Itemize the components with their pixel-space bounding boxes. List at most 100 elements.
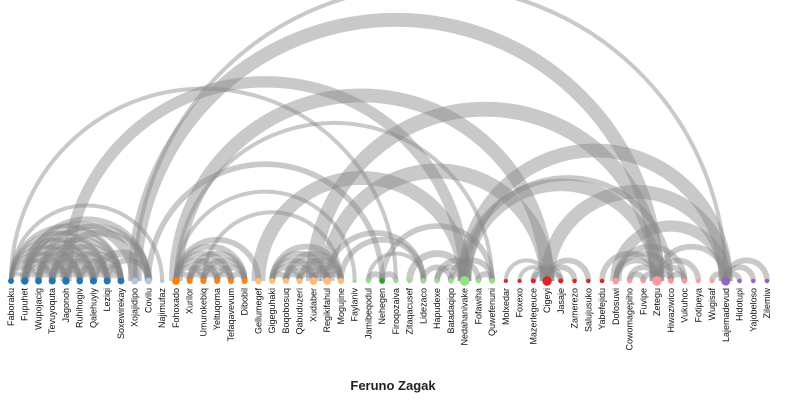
node-label: Mazerlegeuce <box>528 288 538 345</box>
node-label: Zitaqacusef <box>405 288 415 335</box>
arc-link <box>406 250 469 282</box>
node-dot <box>352 278 357 284</box>
node-dot <box>667 278 674 284</box>
arc-link <box>612 250 674 282</box>
node-label: Gellumegef <box>253 288 263 335</box>
node-dot <box>542 276 552 286</box>
node-label: Zilemiw <box>762 288 772 319</box>
node-label: Hapudexe <box>432 288 442 329</box>
node-label: Cigeyi <box>542 288 552 313</box>
arc-link <box>9 258 55 282</box>
node-label: Jasaje <box>556 288 566 314</box>
node-label: Faylaniv <box>350 288 360 322</box>
arc-link <box>722 264 757 282</box>
node-dot <box>448 278 454 284</box>
node-dot <box>89 277 98 285</box>
arc-link <box>9 237 96 282</box>
node-dot <box>459 276 470 286</box>
arc-link <box>310 264 344 282</box>
arc-link <box>201 210 343 282</box>
node-dot <box>737 278 742 284</box>
arc-link <box>89 249 153 282</box>
arc-link <box>503 258 550 282</box>
arc-link <box>214 264 248 282</box>
node-dot <box>696 278 701 284</box>
arc-link <box>9 86 398 282</box>
node-label: Ruhihogiv <box>75 288 85 329</box>
arc-link <box>626 264 660 282</box>
node-dot <box>503 278 508 284</box>
arc-link <box>9 265 41 282</box>
arc-link <box>186 264 221 282</box>
node-dot <box>323 277 332 285</box>
arc-link <box>457 143 733 282</box>
node-dot <box>599 278 605 284</box>
node-dot <box>337 277 345 285</box>
node-dot <box>296 277 303 285</box>
arc-link <box>21 216 152 282</box>
arc-link <box>35 223 152 282</box>
node-dot <box>751 278 756 284</box>
arc-link <box>173 120 495 282</box>
node-label: Tefaqavevum <box>226 288 236 342</box>
node-label: Batadaqiqo <box>446 288 456 334</box>
node-label: Tevuyoquta <box>47 288 57 334</box>
arc-link <box>434 264 468 282</box>
arc-link <box>654 257 702 282</box>
arc-link <box>530 264 564 282</box>
node-dot <box>434 278 440 284</box>
node-label: Fofawiha <box>473 288 483 325</box>
arc-link <box>305 101 665 282</box>
arc-link <box>366 251 426 282</box>
node-label: Fotipeya <box>693 288 703 323</box>
chart-title: Feruno Zagak <box>350 378 436 393</box>
node-dot <box>393 278 399 284</box>
node-dot <box>7 277 15 285</box>
arc-link <box>379 223 495 282</box>
node-label: Fuvipe <box>638 288 648 315</box>
arc-link <box>173 237 262 282</box>
arc-link <box>420 264 454 282</box>
arc-link <box>35 237 124 282</box>
arc-link <box>63 264 97 282</box>
arc-link <box>35 264 69 282</box>
arc-link <box>283 264 317 282</box>
node-dot <box>764 278 770 284</box>
arc-link <box>269 264 303 282</box>
arc-link <box>35 243 111 282</box>
arc-link <box>654 243 729 282</box>
node-dot <box>681 278 688 284</box>
arc-link <box>49 257 97 282</box>
arc-link <box>544 257 592 282</box>
arc-link <box>104 257 152 282</box>
arc-link <box>296 264 330 282</box>
node-label: Hidotupi <box>735 288 745 321</box>
node-label: Hiwaziwico <box>666 288 676 333</box>
node-dot <box>420 278 427 284</box>
arc-link <box>612 243 688 282</box>
arc-link <box>21 243 97 282</box>
node-label: Wugisaf <box>707 288 717 321</box>
node-label: Gigeguhaki <box>267 288 277 334</box>
node-dot <box>652 276 662 286</box>
node-label: Wupojacig <box>33 288 43 330</box>
node-label: Lidezaco <box>418 288 428 324</box>
arc-link <box>21 237 111 282</box>
arc-link <box>599 250 660 282</box>
arc-link <box>173 189 357 282</box>
arc-link <box>269 257 317 282</box>
arc-link <box>654 264 688 282</box>
arc-link <box>283 257 330 282</box>
arc-link <box>186 250 248 282</box>
arc-link <box>540 184 733 282</box>
arc-link <box>49 243 124 282</box>
arc-link <box>200 257 248 282</box>
arc-link <box>338 237 427 282</box>
arc-link <box>76 257 124 282</box>
arc-link <box>458 178 664 282</box>
node-dot <box>48 277 56 285</box>
arc-link <box>76 264 111 282</box>
arc-link <box>610 220 732 282</box>
arc-link <box>461 175 674 282</box>
arc-link <box>544 264 578 282</box>
